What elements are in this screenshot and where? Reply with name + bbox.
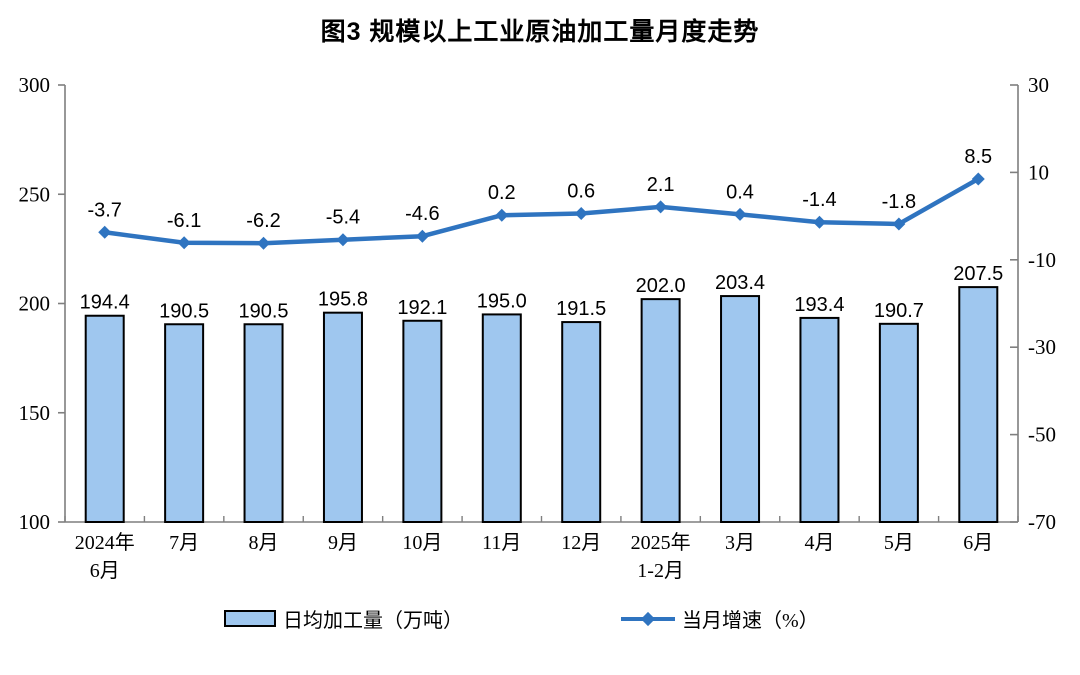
line-label: -3.7 xyxy=(87,199,121,221)
line-label: -1.8 xyxy=(882,191,916,213)
legend-line-label: 当月增速（%） xyxy=(682,610,819,632)
left-axis-tick-label: 250 xyxy=(19,182,51,206)
bar-label: 190.5 xyxy=(159,300,209,322)
bar xyxy=(958,286,999,523)
left-axis-tick-label: 100 xyxy=(19,510,51,534)
line-marker xyxy=(495,208,509,222)
line-label: 2.1 xyxy=(647,174,675,196)
x-axis-label: 2024年 xyxy=(75,531,135,554)
bar xyxy=(640,298,681,523)
legend-bar-label: 日均加工量（万吨） xyxy=(283,610,463,632)
line-label: -1.4 xyxy=(802,189,836,211)
left-axis-tick-label: 150 xyxy=(19,401,51,425)
legend: 日均加工量（万吨） 当月增速（%） xyxy=(0,602,1080,634)
line-marker xyxy=(654,200,668,214)
line-marker xyxy=(257,236,271,250)
line-label: -5.4 xyxy=(326,207,360,229)
bar xyxy=(84,314,125,523)
right-axis-tick-label: -50 xyxy=(1028,423,1056,447)
bar-label: 195.0 xyxy=(477,290,527,312)
x-axis-label: 6月 xyxy=(963,532,993,554)
bar-label: 195.8 xyxy=(318,289,368,311)
legend-item-bar: 日均加工量（万吨） xyxy=(224,604,463,633)
right-axis-tick-label: 30 xyxy=(1028,73,1049,97)
line-marker xyxy=(415,229,429,243)
x-axis-label: 10月 xyxy=(402,532,442,554)
x-axis-label: 3月 xyxy=(725,532,755,554)
left-axis-tick-label: 200 xyxy=(19,292,51,316)
bar-label: 202.0 xyxy=(636,275,686,297)
left-axis-tick-label: 300 xyxy=(19,73,51,97)
right-axis-tick-label: -70 xyxy=(1028,510,1056,534)
bar-label: 207.5 xyxy=(953,263,1003,285)
bar xyxy=(243,323,284,523)
bar-label: 194.4 xyxy=(80,292,130,314)
bar xyxy=(799,316,840,523)
x-axis-label: 9月 xyxy=(328,532,358,554)
chart-title: 图3 规模以上工业原油加工量月度走势 xyxy=(320,18,760,46)
bar-label: 193.4 xyxy=(794,294,844,316)
line-label: -4.6 xyxy=(405,203,439,225)
line-marker xyxy=(812,215,826,229)
bar xyxy=(164,323,205,523)
bar-label: 192.1 xyxy=(397,297,447,319)
bar-label: 190.7 xyxy=(874,300,924,322)
line-label: 0.4 xyxy=(726,181,754,203)
line-marker xyxy=(733,207,747,221)
bar xyxy=(878,322,919,523)
line-label: -6.2 xyxy=(246,210,280,232)
line-label: -6.1 xyxy=(167,210,201,232)
x-axis-label: 11月 xyxy=(482,532,521,554)
right-axis-tick-label: 10 xyxy=(1028,160,1049,184)
bar xyxy=(322,311,363,523)
line-marker xyxy=(98,225,112,239)
x-axis-label: 8月 xyxy=(249,532,279,554)
line-label: 8.5 xyxy=(964,146,992,168)
bar xyxy=(720,295,761,524)
bar xyxy=(481,313,522,523)
x-axis-label: 2025年 xyxy=(631,531,691,554)
bar-swatch xyxy=(224,610,276,627)
x-axis-label: 5月 xyxy=(884,532,914,554)
line-marker xyxy=(892,217,906,231)
right-axis-tick-label: -10 xyxy=(1028,248,1056,272)
bar-label: 190.5 xyxy=(239,300,289,322)
line-marker xyxy=(574,206,588,220)
right-axis-tick-label: -30 xyxy=(1028,335,1056,359)
x-axis-label: 6月 xyxy=(90,560,120,582)
x-axis-label: 4月 xyxy=(804,532,834,554)
line-series xyxy=(102,176,981,246)
bar-label: 191.5 xyxy=(556,298,606,320)
line-marker xyxy=(971,172,985,186)
line-label: 0.6 xyxy=(567,180,595,202)
line-marker xyxy=(336,233,350,247)
bar xyxy=(561,321,602,524)
bar xyxy=(402,319,443,523)
line-swatch xyxy=(621,611,675,626)
x-axis-label: 7月 xyxy=(169,532,199,554)
x-axis-label: 12月 xyxy=(561,532,601,554)
legend-item-line: 当月增速（%） xyxy=(621,604,819,633)
x-axis-label: 1-2月 xyxy=(637,560,684,582)
line-label: 0.2 xyxy=(488,182,516,204)
bar-label: 203.4 xyxy=(715,272,765,294)
line-marker xyxy=(177,236,191,250)
